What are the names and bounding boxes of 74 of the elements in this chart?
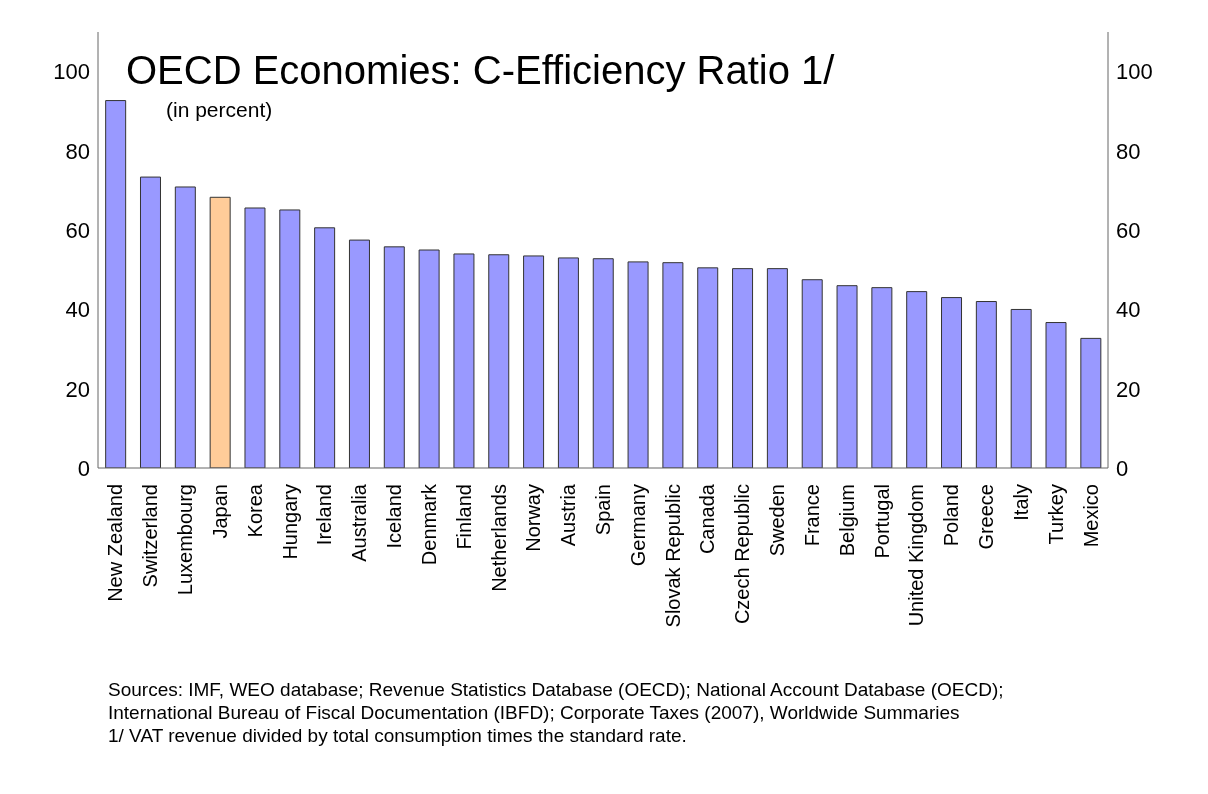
bar bbox=[1010, 308, 1032, 468]
bar bbox=[174, 186, 196, 468]
bar bbox=[139, 176, 161, 468]
x-tick-label: Iceland bbox=[383, 484, 406, 549]
x-tick-label: Italy bbox=[1009, 484, 1032, 521]
bar bbox=[348, 239, 370, 468]
x-tick-label: Mexico bbox=[1079, 484, 1102, 548]
y2-tick-label: 20 bbox=[1116, 376, 1141, 402]
x-tick-label: Sweden bbox=[766, 484, 789, 557]
y2-tick-label: 40 bbox=[1116, 297, 1141, 323]
x-tick-label: Denmark bbox=[417, 483, 440, 566]
x-tick-label: Korea bbox=[243, 483, 266, 538]
x-tick-label: Luxembourg bbox=[174, 484, 197, 596]
bar bbox=[383, 246, 405, 468]
x-tick-label: France bbox=[800, 484, 823, 547]
bar bbox=[732, 268, 754, 468]
x-tick-label: Austria bbox=[557, 483, 580, 547]
x-tick-label: Germany bbox=[626, 484, 649, 567]
x-tick-label: Czech Republic bbox=[731, 484, 754, 625]
x-tick-label: Hungary bbox=[278, 484, 301, 560]
x-tick-label: Portugal bbox=[870, 484, 893, 559]
bar bbox=[836, 285, 858, 468]
x-tick-label: Greece bbox=[975, 484, 998, 550]
x-tick-label: Norway bbox=[522, 484, 545, 552]
x-tick-label: Turkey bbox=[1044, 484, 1067, 545]
x-tick-label: Belgium bbox=[835, 484, 858, 557]
bar bbox=[314, 227, 336, 468]
y-tick-label: 100 bbox=[53, 59, 90, 85]
bar bbox=[662, 262, 684, 468]
y2-tick-label: 60 bbox=[1116, 217, 1141, 243]
x-tick-label: Spain bbox=[592, 484, 614, 536]
x-tick-label: Ireland bbox=[313, 484, 336, 546]
x-tick-label: Australia bbox=[348, 483, 371, 562]
x-tick-label: Switzerland bbox=[139, 484, 162, 588]
y2-tick-label: 0 bbox=[1116, 455, 1129, 481]
y-tick-label: 80 bbox=[65, 138, 90, 164]
bar bbox=[975, 301, 997, 468]
bar bbox=[557, 257, 579, 468]
bar bbox=[279, 209, 301, 468]
chart-title: OECD Economies: C-Efficiency Ratio 1/ bbox=[126, 48, 835, 93]
x-tick-label: United Kingdom bbox=[905, 484, 928, 627]
x-tick-label: Slovak Republic bbox=[661, 484, 684, 628]
x-tick-label: Netherlands bbox=[487, 484, 510, 592]
bar bbox=[1045, 322, 1067, 468]
bar bbox=[941, 297, 963, 468]
bar bbox=[1080, 337, 1102, 468]
bar bbox=[418, 249, 440, 468]
bar bbox=[766, 268, 788, 468]
bar bbox=[244, 207, 266, 468]
x-tick-label: Finland bbox=[452, 484, 475, 550]
bar bbox=[697, 267, 719, 468]
y-tick-label: 60 bbox=[65, 217, 90, 243]
x-tick-label: Canada bbox=[696, 483, 719, 555]
source-note: Sources: IMF, WEO database; Revenue Statistics Database (OECD); National Account Database (OECD); International Bureau of Fiscal Documentation (IBFD); Corporate Taxes (2007), Worldwide Summaries bbox=[108, 678, 1005, 724]
y2-tick-label: 100 bbox=[1116, 59, 1153, 85]
x-tick-label: New Zealand bbox=[104, 484, 127, 602]
bar bbox=[105, 100, 127, 468]
bar bbox=[209, 196, 231, 468]
bar bbox=[592, 258, 614, 468]
y-tick-label: 0 bbox=[77, 455, 90, 481]
x-tick-label: Japan bbox=[208, 484, 231, 539]
bar bbox=[627, 261, 649, 468]
bar bbox=[523, 255, 545, 468]
y-tick-label: 20 bbox=[65, 376, 90, 402]
bar bbox=[871, 287, 893, 468]
bar bbox=[488, 254, 510, 468]
bar bbox=[453, 253, 475, 468]
y-tick-label: 40 bbox=[65, 297, 90, 323]
x-tick-label: Poland bbox=[940, 484, 963, 547]
text: 1/ VAT revenue divided by total consumption times the standard rate. bbox=[108, 724, 688, 747]
y2-tick-label: 80 bbox=[1116, 138, 1141, 164]
text: (in percent) bbox=[166, 98, 273, 122]
bar bbox=[801, 279, 823, 468]
bar bbox=[906, 291, 928, 468]
